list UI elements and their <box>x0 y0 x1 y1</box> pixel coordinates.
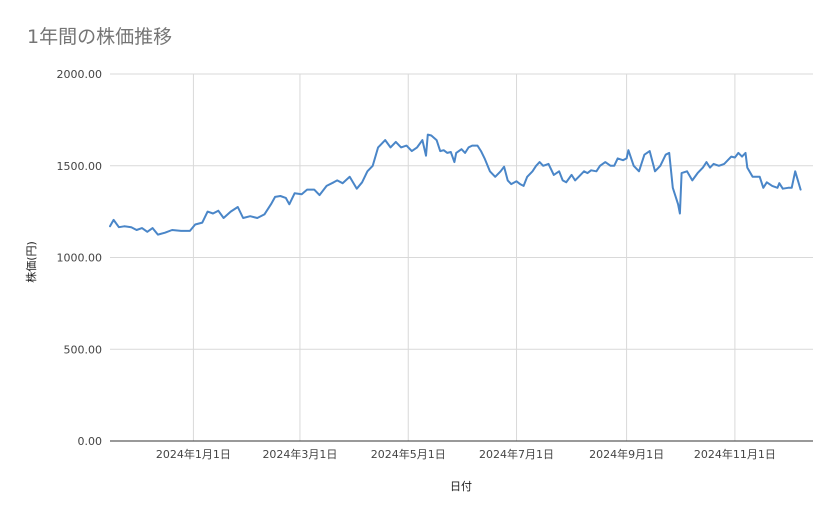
y-tick-label: 2000.00 <box>57 68 103 81</box>
axes: 0.00 500.00 1000.00 1500.00 2000.00 2024年1月1日… <box>57 68 813 461</box>
y-tick-label: 500.00 <box>64 343 103 356</box>
x-tick-label: 2024年3月1日 <box>262 447 337 461</box>
x-axis-title: 日付 <box>450 480 472 493</box>
x-tick-label: 2024年5月1日 <box>371 447 446 461</box>
chart-title: 1年間の株価推移 <box>27 26 173 48</box>
y-tick-label: 1000.00 <box>57 252 103 265</box>
axis-labels: 株価(円) 日付 <box>24 241 472 493</box>
series-line <box>109 133 802 236</box>
series-layer <box>109 133 802 236</box>
x-tick-label: 2024年11月1日 <box>694 447 776 461</box>
y-axis-title: 株価(円) <box>24 241 38 283</box>
y-tick-label: 1500.00 <box>57 160 103 173</box>
y-tick-label: 0.00 <box>78 435 103 448</box>
x-tick-label: 2024年7月1日 <box>479 447 554 461</box>
gridlines <box>110 73 813 441</box>
x-tick-label: 2024年1月1日 <box>156 447 231 461</box>
x-tick-label: 2024年9月1日 <box>589 447 664 461</box>
